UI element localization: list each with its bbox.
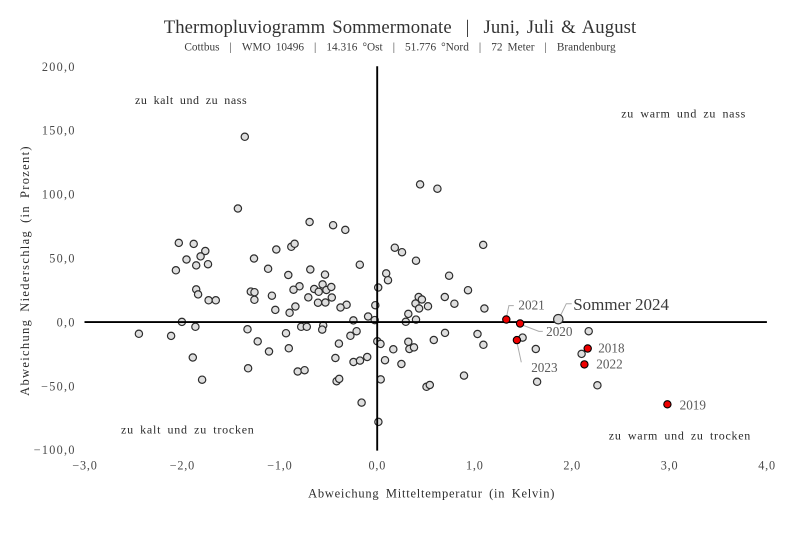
svg-text:−2,0: −2,0	[170, 458, 195, 472]
svg-text:0,0: 0,0	[368, 458, 386, 472]
svg-text:2020: 2020	[546, 324, 573, 339]
svg-text:zu kalt und zu trocken: zu kalt und zu trocken	[121, 423, 255, 437]
svg-text:150,0: 150,0	[42, 124, 76, 138]
svg-text:−50,0: −50,0	[41, 379, 76, 393]
svg-text:2,0: 2,0	[563, 458, 581, 472]
svg-text:50,0: 50,0	[49, 252, 76, 266]
svg-text:zu kalt und zu nass: zu kalt und zu nass	[135, 93, 247, 107]
svg-text:200,0: 200,0	[42, 60, 76, 74]
svg-text:Sommer 2024: Sommer 2024	[573, 295, 669, 314]
svg-text:Abweichung Niederschlag (in Pr: Abweichung Niederschlag (in Prozent)	[18, 145, 32, 396]
svg-text:4,0: 4,0	[758, 458, 776, 472]
svg-text:Cottbus | WMO 10496 | 14.3: Cottbus | WMO 10496 | 14.316 °Ost | 51.7…	[184, 42, 616, 54]
svg-text:0,0: 0,0	[57, 315, 76, 329]
svg-text:3,0: 3,0	[661, 458, 679, 472]
svg-text:100,0: 100,0	[42, 188, 76, 202]
svg-text:Thermopluviogramm Sommermonate: Thermopluviogramm Sommermonate | Juni, J…	[164, 17, 637, 38]
svg-text:1,0: 1,0	[466, 458, 484, 472]
svg-text:2022: 2022	[596, 357, 622, 372]
svg-text:2021: 2021	[518, 297, 544, 312]
svg-text:−3,0: −3,0	[72, 458, 97, 472]
svg-text:zu warm und zu trocken: zu warm und zu trocken	[609, 428, 751, 442]
svg-text:2019: 2019	[680, 397, 707, 412]
svg-text:Abweichung Mitteltemperatur (i: Abweichung Mitteltemperatur (in Kelvin)	[308, 486, 555, 500]
svg-text:−100,0: −100,0	[34, 443, 76, 457]
svg-text:2023: 2023	[531, 360, 558, 375]
svg-text:−1,0: −1,0	[267, 458, 292, 472]
svg-text:2018: 2018	[598, 341, 625, 356]
svg-text:zu warm und zu nass: zu warm und zu nass	[621, 107, 746, 121]
